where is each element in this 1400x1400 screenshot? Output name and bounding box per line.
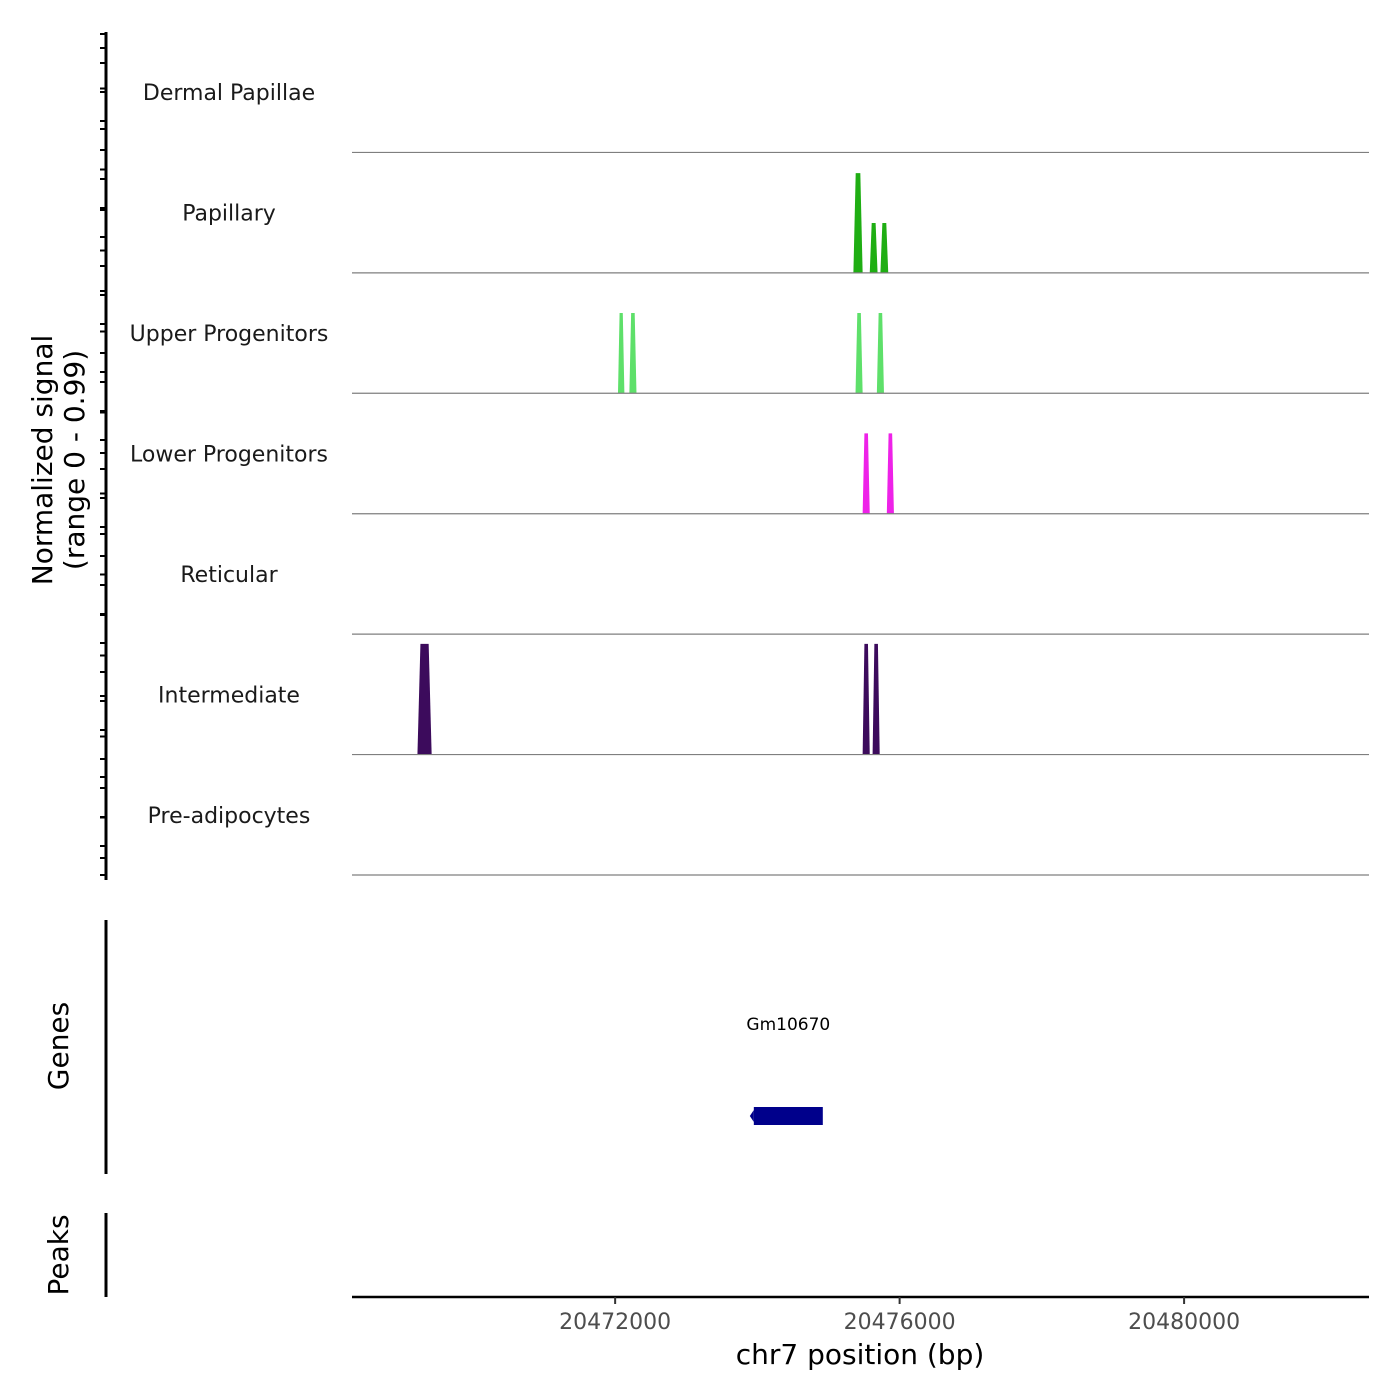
peak-upper-progenitors-4 bbox=[876, 313, 884, 394]
peak-upper-progenitors-2 bbox=[629, 313, 637, 394]
track-label-dermal-papillae: Dermal Papillae bbox=[143, 81, 315, 106]
peak-papillary-1 bbox=[853, 173, 863, 273]
peak-intermediate-1 bbox=[417, 643, 432, 755]
gene-strand-arrow bbox=[749, 1110, 754, 1122]
track-upper-progenitors: Upper Progenitors bbox=[130, 313, 884, 394]
gene-body bbox=[753, 1107, 823, 1125]
track-label-lower-progenitors: Lower Progenitors bbox=[130, 443, 328, 468]
peak-lower-progenitors-1 bbox=[862, 433, 870, 514]
genes-axis-title-group: Genes bbox=[42, 1002, 75, 1090]
signal-y-axis-ticks bbox=[100, 33, 106, 876]
peak-papillary-2 bbox=[869, 222, 878, 273]
genes-track: Gm10670 bbox=[746, 1015, 830, 1125]
x-tick-label: 20480000 bbox=[1128, 1310, 1240, 1335]
track-dermal-papillae: Dermal Papillae bbox=[143, 81, 315, 106]
signal-axis-title: Normalized signal (range 0 - 0.99) bbox=[26, 335, 91, 586]
peak-intermediate-2 bbox=[862, 643, 870, 755]
gene-label: Gm10670 bbox=[746, 1015, 830, 1035]
track-label-pre-adipocytes: Pre-adipocytes bbox=[148, 804, 311, 829]
signal-axis-title-line2: (range 0 - 0.99) bbox=[58, 350, 91, 570]
peaks-axis-title: Peaks bbox=[42, 1214, 75, 1295]
track-lower-progenitors: Lower Progenitors bbox=[130, 433, 894, 514]
coverage-tracks: Dermal Papillae Papillary Upper Progenitor… bbox=[130, 81, 1369, 876]
track-label-upper-progenitors: Upper Progenitors bbox=[130, 322, 329, 347]
x-tick-label: 20472000 bbox=[559, 1310, 671, 1335]
track-label-intermediate: Intermediate bbox=[158, 683, 300, 708]
track-pre-adipocytes: Pre-adipocytes bbox=[148, 804, 311, 829]
track-papillary: Papillary bbox=[182, 173, 889, 273]
track-label-papillary: Papillary bbox=[182, 202, 276, 227]
track-intermediate: Intermediate bbox=[158, 643, 880, 755]
x-axis-ticks: 20472000 20476000 20480000 bbox=[559, 1297, 1240, 1335]
x-axis-title: chr7 position (bp) bbox=[736, 1338, 985, 1371]
signal-axis-title-line1: Normalized signal bbox=[26, 335, 59, 586]
peak-intermediate-3 bbox=[872, 643, 880, 755]
genes-axis-title: Genes bbox=[42, 1002, 75, 1090]
peak-upper-progenitors-3 bbox=[855, 313, 863, 394]
track-reticular: Reticular bbox=[180, 563, 278, 588]
x-tick-label: 20476000 bbox=[844, 1310, 956, 1335]
peaks-axis-title-group: Peaks bbox=[42, 1214, 75, 1295]
peak-papillary-3 bbox=[880, 222, 889, 273]
track-label-reticular: Reticular bbox=[180, 563, 278, 588]
peak-lower-progenitors-2 bbox=[886, 433, 894, 514]
peak-upper-progenitors-1 bbox=[617, 313, 625, 394]
